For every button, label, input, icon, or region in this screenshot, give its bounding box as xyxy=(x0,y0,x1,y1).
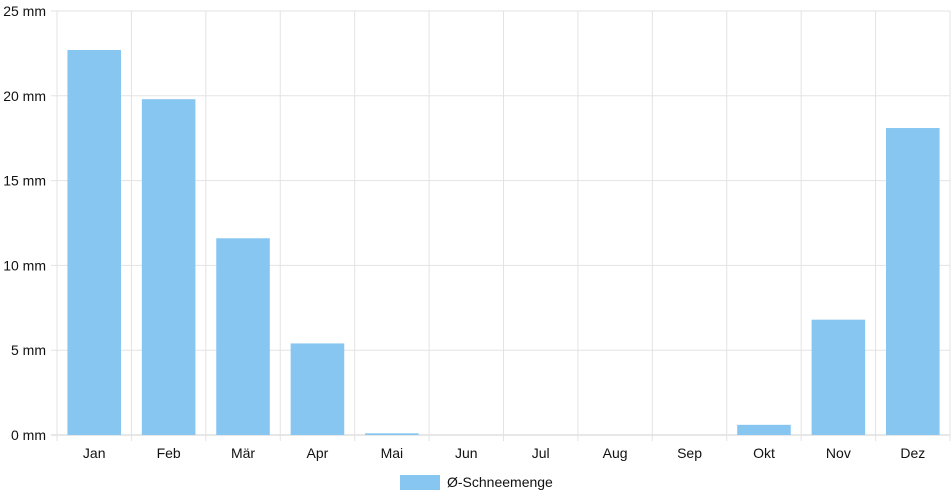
legend-label: Ø-Schneemenge xyxy=(447,474,553,490)
y-tick-label: 0 mm xyxy=(11,427,46,443)
x-tick-label: Aug xyxy=(603,445,628,461)
x-tick-label: Sep xyxy=(677,445,702,461)
x-tick-label: Mär xyxy=(231,445,255,461)
bars xyxy=(67,50,940,436)
bar-apr[interactable] xyxy=(290,343,345,435)
legend[interactable]: Ø-Schneemenge xyxy=(400,474,553,490)
x-tick-label: Jun xyxy=(455,445,478,461)
bar-jan[interactable] xyxy=(67,50,121,436)
x-tick-label: Feb xyxy=(157,445,181,461)
y-tick-label: 5 mm xyxy=(11,342,46,358)
bar-mai[interactable] xyxy=(365,433,419,435)
x-tick-label: Apr xyxy=(307,445,329,461)
x-axis-labels: Jan Feb Mär Apr Mai Jun Jul Aug Sep Okt Nov Dez xyxy=(83,445,925,461)
bar-okt[interactable] xyxy=(737,424,791,435)
x-tick-label: Jul xyxy=(532,445,550,461)
y-tick-label: 15 mm xyxy=(3,173,46,189)
x-tick-label: Dez xyxy=(900,445,925,461)
y-axis-labels: 0 mm 5 mm 10 mm 15 mm 20 mm 25 mm xyxy=(3,3,46,443)
y-tick-label: 20 mm xyxy=(3,88,46,104)
bar-mär[interactable] xyxy=(216,238,270,435)
grid-lines xyxy=(51,10,951,441)
bar-dez[interactable] xyxy=(886,128,940,436)
x-tick-label: Okt xyxy=(753,445,775,461)
x-tick-label: Nov xyxy=(826,445,851,461)
x-tick-label: Mai xyxy=(381,445,404,461)
bar-nov[interactable] xyxy=(811,319,866,435)
y-tick-label: 25 mm xyxy=(3,3,46,19)
x-tick-label: Jan xyxy=(83,445,106,461)
bar-feb[interactable] xyxy=(141,99,196,435)
y-tick-label: 10 mm xyxy=(3,257,46,273)
legend-swatch xyxy=(400,475,440,490)
